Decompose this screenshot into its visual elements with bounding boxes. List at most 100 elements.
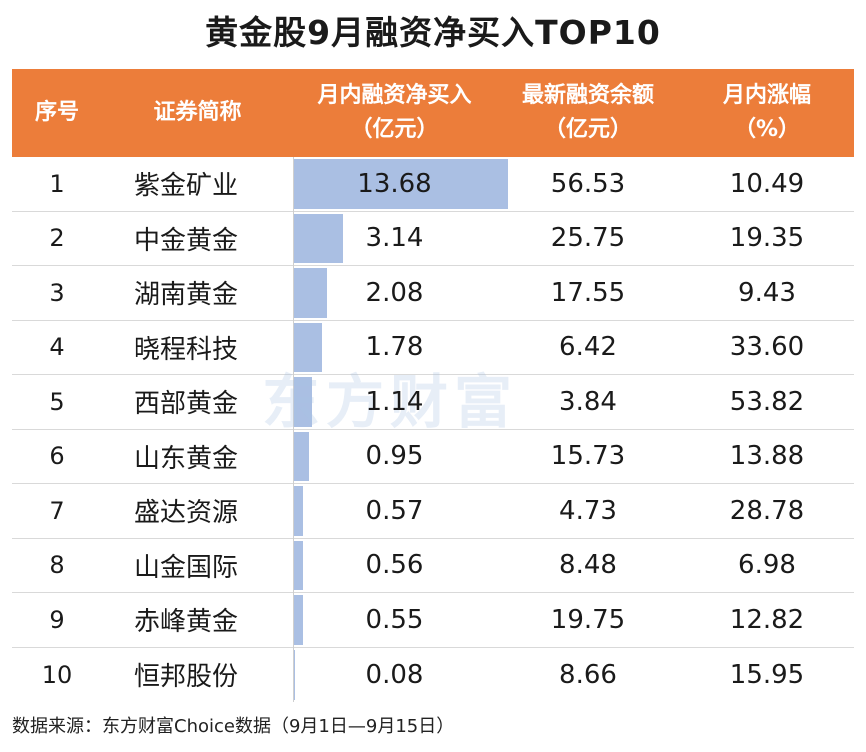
- monthly-change-value-text: 6.98: [738, 550, 796, 581]
- margin-balance-value: 17.55: [496, 266, 680, 320]
- header-change-line1: 月内涨幅: [722, 83, 811, 108]
- row-number: 1: [12, 157, 102, 211]
- row-number: 4: [12, 321, 102, 375]
- monthly-change-value: 19.35: [680, 212, 854, 266]
- table-row: 6 山东黄金 0.95 15.73 13.88: [12, 430, 854, 484]
- margin-balance-value-text: 6.42: [559, 332, 617, 363]
- security-name: 晓程科技: [102, 321, 292, 375]
- margin-balance-value-text: 4.73: [559, 495, 617, 526]
- chart-title: 黄金股9月融资净买入TOP10: [205, 13, 661, 52]
- security-name: 紫金矿业: [102, 157, 292, 211]
- net-buy-value: 0.56: [293, 539, 496, 593]
- security-name: 盛达资源: [102, 484, 292, 538]
- monthly-change-value: 10.49: [680, 157, 854, 211]
- net-buy-value: 0.95: [293, 430, 496, 484]
- net-buy-value: 0.55: [293, 593, 496, 647]
- table-body: 1 紫金矿业 13.68 56.53 10.49 2 中金黄金 3.14 25.75 19.35 3…: [12, 157, 854, 702]
- row-number-text: 9: [49, 605, 65, 634]
- net-buy-value-text: 0.08: [365, 659, 424, 690]
- net-buy-value: 13.68: [293, 157, 496, 211]
- net-buy-bar: [294, 377, 312, 427]
- security-name: 恒邦股份: [102, 648, 292, 703]
- margin-balance-value-text: 8.48: [559, 550, 617, 581]
- net-buy-bar: [294, 322, 322, 372]
- margin-balance-value-text: 3.84: [559, 386, 617, 417]
- bar-axis-line: [293, 157, 294, 702]
- margin-balance-value: 4.73: [496, 484, 680, 538]
- net-buy-bar: [294, 540, 303, 590]
- net-buy-bar: [294, 595, 303, 645]
- net-buy-value-text: 0.55: [365, 604, 424, 635]
- margin-balance-value: 3.84: [496, 375, 680, 429]
- row-number: 8: [12, 539, 102, 593]
- header-net-buy-line1: 月内融资净买入: [317, 83, 472, 108]
- row-number: 3: [12, 266, 102, 320]
- row-number-text: 2: [49, 224, 65, 253]
- header-change: 月内涨幅 （%）: [680, 69, 854, 157]
- row-number: 10: [12, 648, 102, 703]
- table-header: 序号 证券简称 月内融资净买入 （亿元） 最新融资余额 （亿元） 月内涨幅 （%…: [12, 69, 854, 157]
- net-buy-value: 3.14: [293, 212, 496, 266]
- monthly-change-value-text: 13.88: [729, 441, 805, 472]
- table-row: 2 中金黄金 3.14 25.75 19.35: [12, 212, 854, 266]
- table-row: 4 晓程科技 1.78 6.42 33.60: [12, 321, 854, 375]
- net-buy-value: 1.78: [293, 321, 496, 375]
- net-buy-value: 1.14: [293, 375, 496, 429]
- monthly-change-value-text: 15.95: [729, 659, 805, 690]
- row-number-text: 3: [49, 278, 65, 307]
- monthly-change-value: 9.43: [680, 266, 854, 320]
- margin-balance-value-text: 15.73: [550, 441, 626, 472]
- monthly-change-value: 15.95: [680, 648, 854, 703]
- net-buy-value-text: 3.14: [365, 223, 424, 254]
- table-row: 7 盛达资源 0.57 4.73 28.78: [12, 484, 854, 539]
- security-name: 西部黄金: [102, 375, 292, 429]
- margin-balance-value-text: 25.75: [550, 223, 626, 254]
- monthly-change-value-text: 33.60: [729, 332, 805, 363]
- monthly-change-value: 6.98: [680, 539, 854, 593]
- security-name: 山东黄金: [102, 430, 292, 484]
- row-number: 9: [12, 593, 102, 647]
- net-buy-value-text: 1.14: [365, 386, 424, 417]
- security-name-text: 赤峰黄金: [134, 607, 239, 638]
- row-number: 5: [12, 375, 102, 429]
- net-buy-value-text: 13.68: [357, 168, 432, 199]
- row-number: 2: [12, 212, 102, 266]
- margin-balance-value: 56.53: [496, 157, 680, 211]
- row-number-text: 5: [49, 387, 65, 416]
- monthly-change-value-text: 28.78: [729, 495, 805, 526]
- row-number-text: 10: [41, 660, 73, 689]
- margin-balance-value: 6.42: [496, 321, 680, 375]
- monthly-change-value-text: 12.82: [729, 604, 805, 635]
- table-row: 1 紫金矿业 13.68 56.53 10.49: [12, 157, 854, 212]
- net-buy-value-text: 0.57: [365, 495, 424, 526]
- security-name: 山金国际: [102, 539, 292, 593]
- header-name: 证券简称: [102, 69, 293, 157]
- margin-balance-value: 8.66: [496, 648, 680, 703]
- row-number: 7: [12, 484, 102, 538]
- margin-balance-value-text: 19.75: [550, 604, 626, 635]
- margin-balance-value: 19.75: [496, 593, 680, 647]
- margin-balance-value: 25.75: [496, 212, 680, 266]
- margin-balance-value-text: 17.55: [550, 277, 626, 308]
- table-row: 8 山金国际 0.56 8.48 6.98: [12, 539, 854, 593]
- header-no: 序号: [12, 69, 102, 157]
- net-buy-value: 2.08: [293, 266, 496, 320]
- security-name-text: 湖南黄金: [134, 280, 239, 311]
- monthly-change-value: 53.82: [680, 375, 854, 429]
- net-buy-bar: [294, 649, 296, 700]
- table-row: 3 湖南黄金 2.08 17.55 9.43: [12, 266, 854, 321]
- net-buy-bar: [294, 268, 327, 318]
- header-balance: 最新融资余额 （亿元）: [496, 69, 680, 157]
- table-row: 10 恒邦股份 0.08 8.66 15.95: [12, 648, 854, 703]
- security-name-text: 恒邦股份: [134, 662, 239, 693]
- security-name: 赤峰黄金: [102, 593, 292, 647]
- header-change-line2: （%）: [733, 117, 801, 142]
- margin-balance-value: 8.48: [496, 539, 680, 593]
- security-name-text: 山金国际: [134, 552, 239, 583]
- security-name-text: 盛达资源: [134, 498, 239, 529]
- net-buy-bar: [294, 486, 303, 536]
- monthly-change-value-text: 9.43: [738, 277, 796, 308]
- margin-balance-value-text: 8.66: [559, 659, 617, 690]
- net-buy-bar: [294, 213, 344, 263]
- monthly-change-value: 12.82: [680, 593, 854, 647]
